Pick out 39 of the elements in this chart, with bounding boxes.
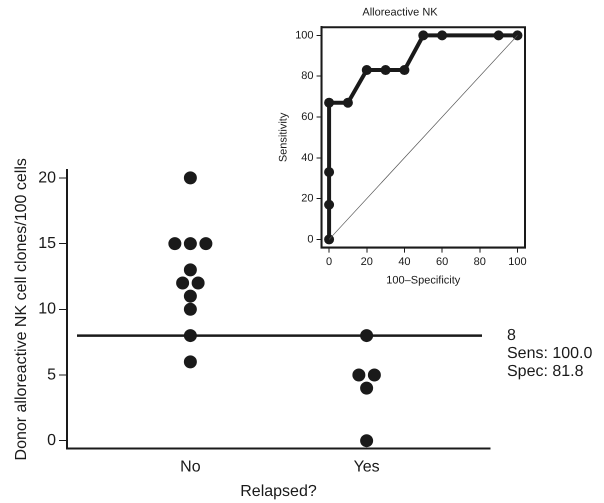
x-tick-label: 40 xyxy=(398,256,411,268)
point xyxy=(494,30,504,40)
text: Spec: 81.8 xyxy=(507,362,584,380)
point xyxy=(362,65,372,76)
point xyxy=(418,30,428,40)
point xyxy=(324,200,334,210)
point xyxy=(380,65,391,76)
y-axis-title: Sensitivity xyxy=(278,112,290,162)
x-tick-label: 100 xyxy=(508,256,527,268)
x-axis-title: 100–Specificity xyxy=(386,274,461,286)
y-tick-label: 15 xyxy=(38,235,56,252)
y-tick-label: 80 xyxy=(301,70,314,82)
y-tick-label: 60 xyxy=(301,111,314,124)
y-tick-label: 20 xyxy=(301,192,314,205)
x-axis-title: Relapsed? xyxy=(240,482,317,500)
point xyxy=(437,30,448,40)
ref-line-label: 8 xyxy=(507,326,516,344)
point xyxy=(399,65,410,76)
y-axis-title: Donor alloreactive NK cell clones/100 cells xyxy=(13,158,30,460)
x-tick-label: 60 xyxy=(436,256,448,268)
y-tick-label: 100 xyxy=(295,29,314,42)
chart-title: Alloreactive NK xyxy=(362,6,438,19)
point xyxy=(324,167,334,178)
text: Sens: 100.0 xyxy=(507,344,592,362)
x-tick-label: 0 xyxy=(326,256,332,268)
y-tick-label: 10 xyxy=(38,300,56,318)
x-tick-label: 20 xyxy=(360,256,373,268)
x-tick-label: No xyxy=(180,458,201,476)
y-tick-label: 5 xyxy=(47,366,56,384)
point xyxy=(324,98,334,108)
y-tick-label: 0 xyxy=(307,233,314,246)
y-tick-label: 0 xyxy=(47,432,56,450)
point xyxy=(324,234,334,244)
y-tick-label: 20 xyxy=(38,169,56,186)
y-tick-label: 40 xyxy=(301,152,314,164)
x-tick-label: 80 xyxy=(474,256,486,268)
point xyxy=(512,30,522,40)
point xyxy=(342,98,353,108)
x-tick-label: Yes xyxy=(354,458,380,476)
